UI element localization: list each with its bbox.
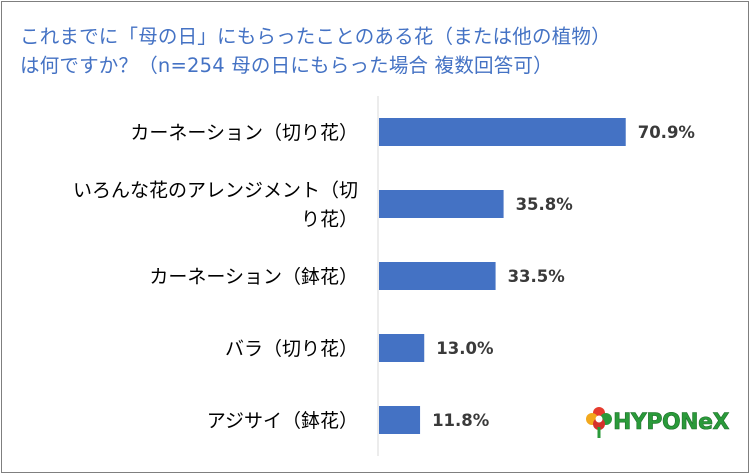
value-label-2: 33.5%: [508, 267, 566, 286]
category-label-1-line-0: いろんな花のアレンジメント（切: [73, 180, 358, 202]
chart-title-line-1: これまでに「母の日」にもらったことのある花（または他の植物）: [20, 25, 611, 48]
category-label-3: バラ（切り花）: [225, 338, 358, 360]
value-label-1: 35.8%: [516, 195, 574, 214]
chart-title-line-2: は何ですか？（n=254 母の日にもらった場合 複数回答可）: [20, 54, 553, 77]
flower-logo-icon: [586, 407, 612, 438]
category-label-0: カーネーション（切り花）: [130, 122, 358, 144]
logo-text: HYPONeX: [613, 410, 730, 436]
value-label-3: 13.0%: [436, 339, 494, 358]
chart-title: これまでに「母の日」にもらったことのある花（または他の植物） は何ですか？（n=…: [20, 22, 732, 80]
bar-1: [379, 190, 504, 218]
value-label-4: 11.8%: [432, 411, 490, 430]
category-label-2: カーネーション（鉢花）: [149, 266, 358, 288]
category-label-1-line-1: り花）: [301, 209, 358, 231]
category-label-4: アジサイ（鉢花）: [207, 410, 358, 432]
bar-3: [379, 334, 425, 362]
bar-2: [379, 262, 496, 290]
bar-4: [379, 406, 421, 434]
bar-0: [379, 118, 626, 146]
hyponex-logo: HYPONeX: [585, 405, 735, 443]
value-label-0: 70.9%: [638, 123, 696, 142]
